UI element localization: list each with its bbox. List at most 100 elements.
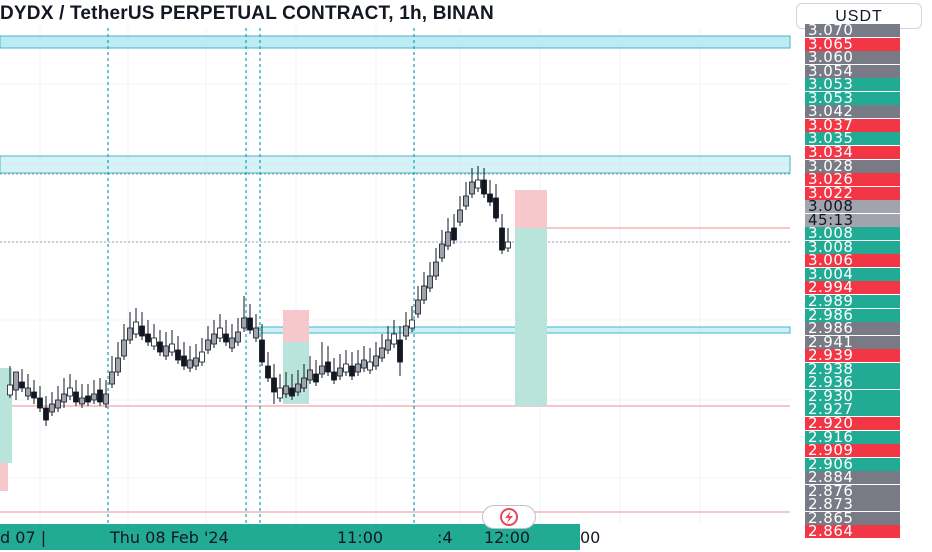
- time-label: 00: [580, 528, 601, 547]
- price-label: 3.022: [805, 186, 900, 200]
- candle-body: [337, 367, 343, 377]
- time-label: 11:00: [337, 528, 384, 547]
- price-label: 2.865: [805, 511, 900, 525]
- candle-body: [499, 227, 505, 251]
- price-label: 2.927: [805, 403, 900, 417]
- candle-body: [463, 195, 469, 207]
- replay-button[interactable]: [482, 505, 536, 529]
- time-label: Thu 08 Feb '24: [110, 528, 229, 547]
- candle-body: [103, 393, 109, 405]
- candle-body: [445, 231, 451, 247]
- candle-body: [403, 325, 409, 337]
- candle-body: [157, 341, 163, 353]
- candle-body: [343, 363, 349, 373]
- price-label: 2.920: [805, 416, 900, 430]
- candle-body: [85, 395, 91, 403]
- price-label: 2.986: [805, 322, 900, 336]
- time-label: d 07 |: [0, 528, 47, 547]
- candle-body: [7, 384, 13, 396]
- candle-body: [283, 385, 289, 395]
- price-label: 3.035: [805, 132, 900, 146]
- candle-body: [481, 179, 487, 195]
- price-label: 2.909: [805, 444, 900, 458]
- candle-body: [379, 347, 385, 359]
- candle-body: [313, 373, 319, 383]
- candle-body: [205, 339, 211, 351]
- position-target: [283, 342, 309, 404]
- candle-body: [25, 387, 31, 397]
- position-stop: [0, 463, 8, 491]
- price-label: 3.004: [805, 267, 900, 281]
- candle-body: [361, 359, 367, 369]
- candle-body: [181, 355, 187, 367]
- candle-body: [19, 381, 25, 389]
- time-label: 12:00: [484, 528, 531, 547]
- candle-body: [307, 369, 313, 381]
- price-label: 3.060: [805, 51, 900, 65]
- candle-body: [211, 333, 217, 345]
- chart-title: DYDX / TetherUS PERPETUAL CONTRACT, 1h, …: [0, 3, 494, 24]
- candle-body: [169, 343, 175, 353]
- candle-body: [439, 243, 445, 259]
- price-label: 2.876: [805, 484, 900, 498]
- candle-body: [487, 193, 493, 203]
- candle-body: [91, 393, 97, 401]
- position-stop: [283, 310, 309, 342]
- price-axis[interactable]: 3.070 3.065 3.060 3.054 3.053 3.053 3.042 3.037…: [805, 24, 900, 539]
- candle-body: [37, 397, 43, 409]
- candle-body: [79, 397, 85, 405]
- price-label: 3.070: [805, 24, 900, 37]
- time-label: :4: [437, 528, 453, 547]
- candle-body: [55, 399, 61, 409]
- candle-body: [271, 377, 277, 393]
- price-label: 3.042: [805, 105, 900, 119]
- candle-body: [253, 327, 259, 339]
- candle-body: [259, 339, 265, 363]
- price-label: 3.008: [805, 200, 900, 214]
- candle-body: [217, 327, 223, 339]
- price-label: 3.026: [805, 173, 900, 187]
- price-label: 45:13: [805, 213, 900, 227]
- candle-body: [145, 333, 151, 343]
- candle-body: [133, 321, 139, 335]
- price-label: 2.986: [805, 308, 900, 322]
- candle-body: [385, 339, 391, 351]
- price-label: 2.884: [805, 471, 900, 485]
- price-label: 3.028: [805, 159, 900, 173]
- candle-body: [421, 285, 427, 301]
- candle-body: [397, 339, 403, 363]
- price-label: 3.053: [805, 78, 900, 92]
- candle-body: [493, 197, 499, 219]
- price-label: 2.916: [805, 430, 900, 444]
- price-label: 3.065: [805, 37, 900, 51]
- price-label: 2.938: [805, 362, 900, 376]
- candle-body: [295, 383, 301, 393]
- price-label: 3.008: [805, 240, 900, 254]
- candle-body: [331, 371, 337, 381]
- candle-body: [193, 357, 199, 367]
- candle-body: [505, 241, 511, 249]
- lightning-icon: [500, 508, 518, 526]
- candle-body: [229, 337, 235, 349]
- candle-body: [457, 209, 463, 223]
- candle-body: [319, 365, 325, 375]
- candle-body: [433, 261, 439, 277]
- candle-body: [13, 371, 19, 391]
- candle-body: [139, 325, 145, 337]
- price-label: 2.989: [805, 295, 900, 308]
- candle-body: [451, 227, 457, 241]
- price-label: 2.936: [805, 376, 900, 390]
- candle-body: [325, 361, 331, 373]
- price-label: 3.006: [805, 254, 900, 268]
- price-chart[interactable]: [0, 0, 800, 524]
- candle-body: [73, 391, 79, 403]
- price-label: 3.008: [805, 227, 900, 241]
- price-label: 2.930: [805, 389, 900, 403]
- candle-body: [223, 333, 229, 343]
- price-label: 3.037: [805, 118, 900, 132]
- candle-body: [241, 317, 247, 329]
- candle-body: [391, 333, 397, 345]
- resistance-zone: [0, 155, 791, 174]
- candle-body: [49, 403, 55, 413]
- price-label: 2.864: [805, 525, 900, 539]
